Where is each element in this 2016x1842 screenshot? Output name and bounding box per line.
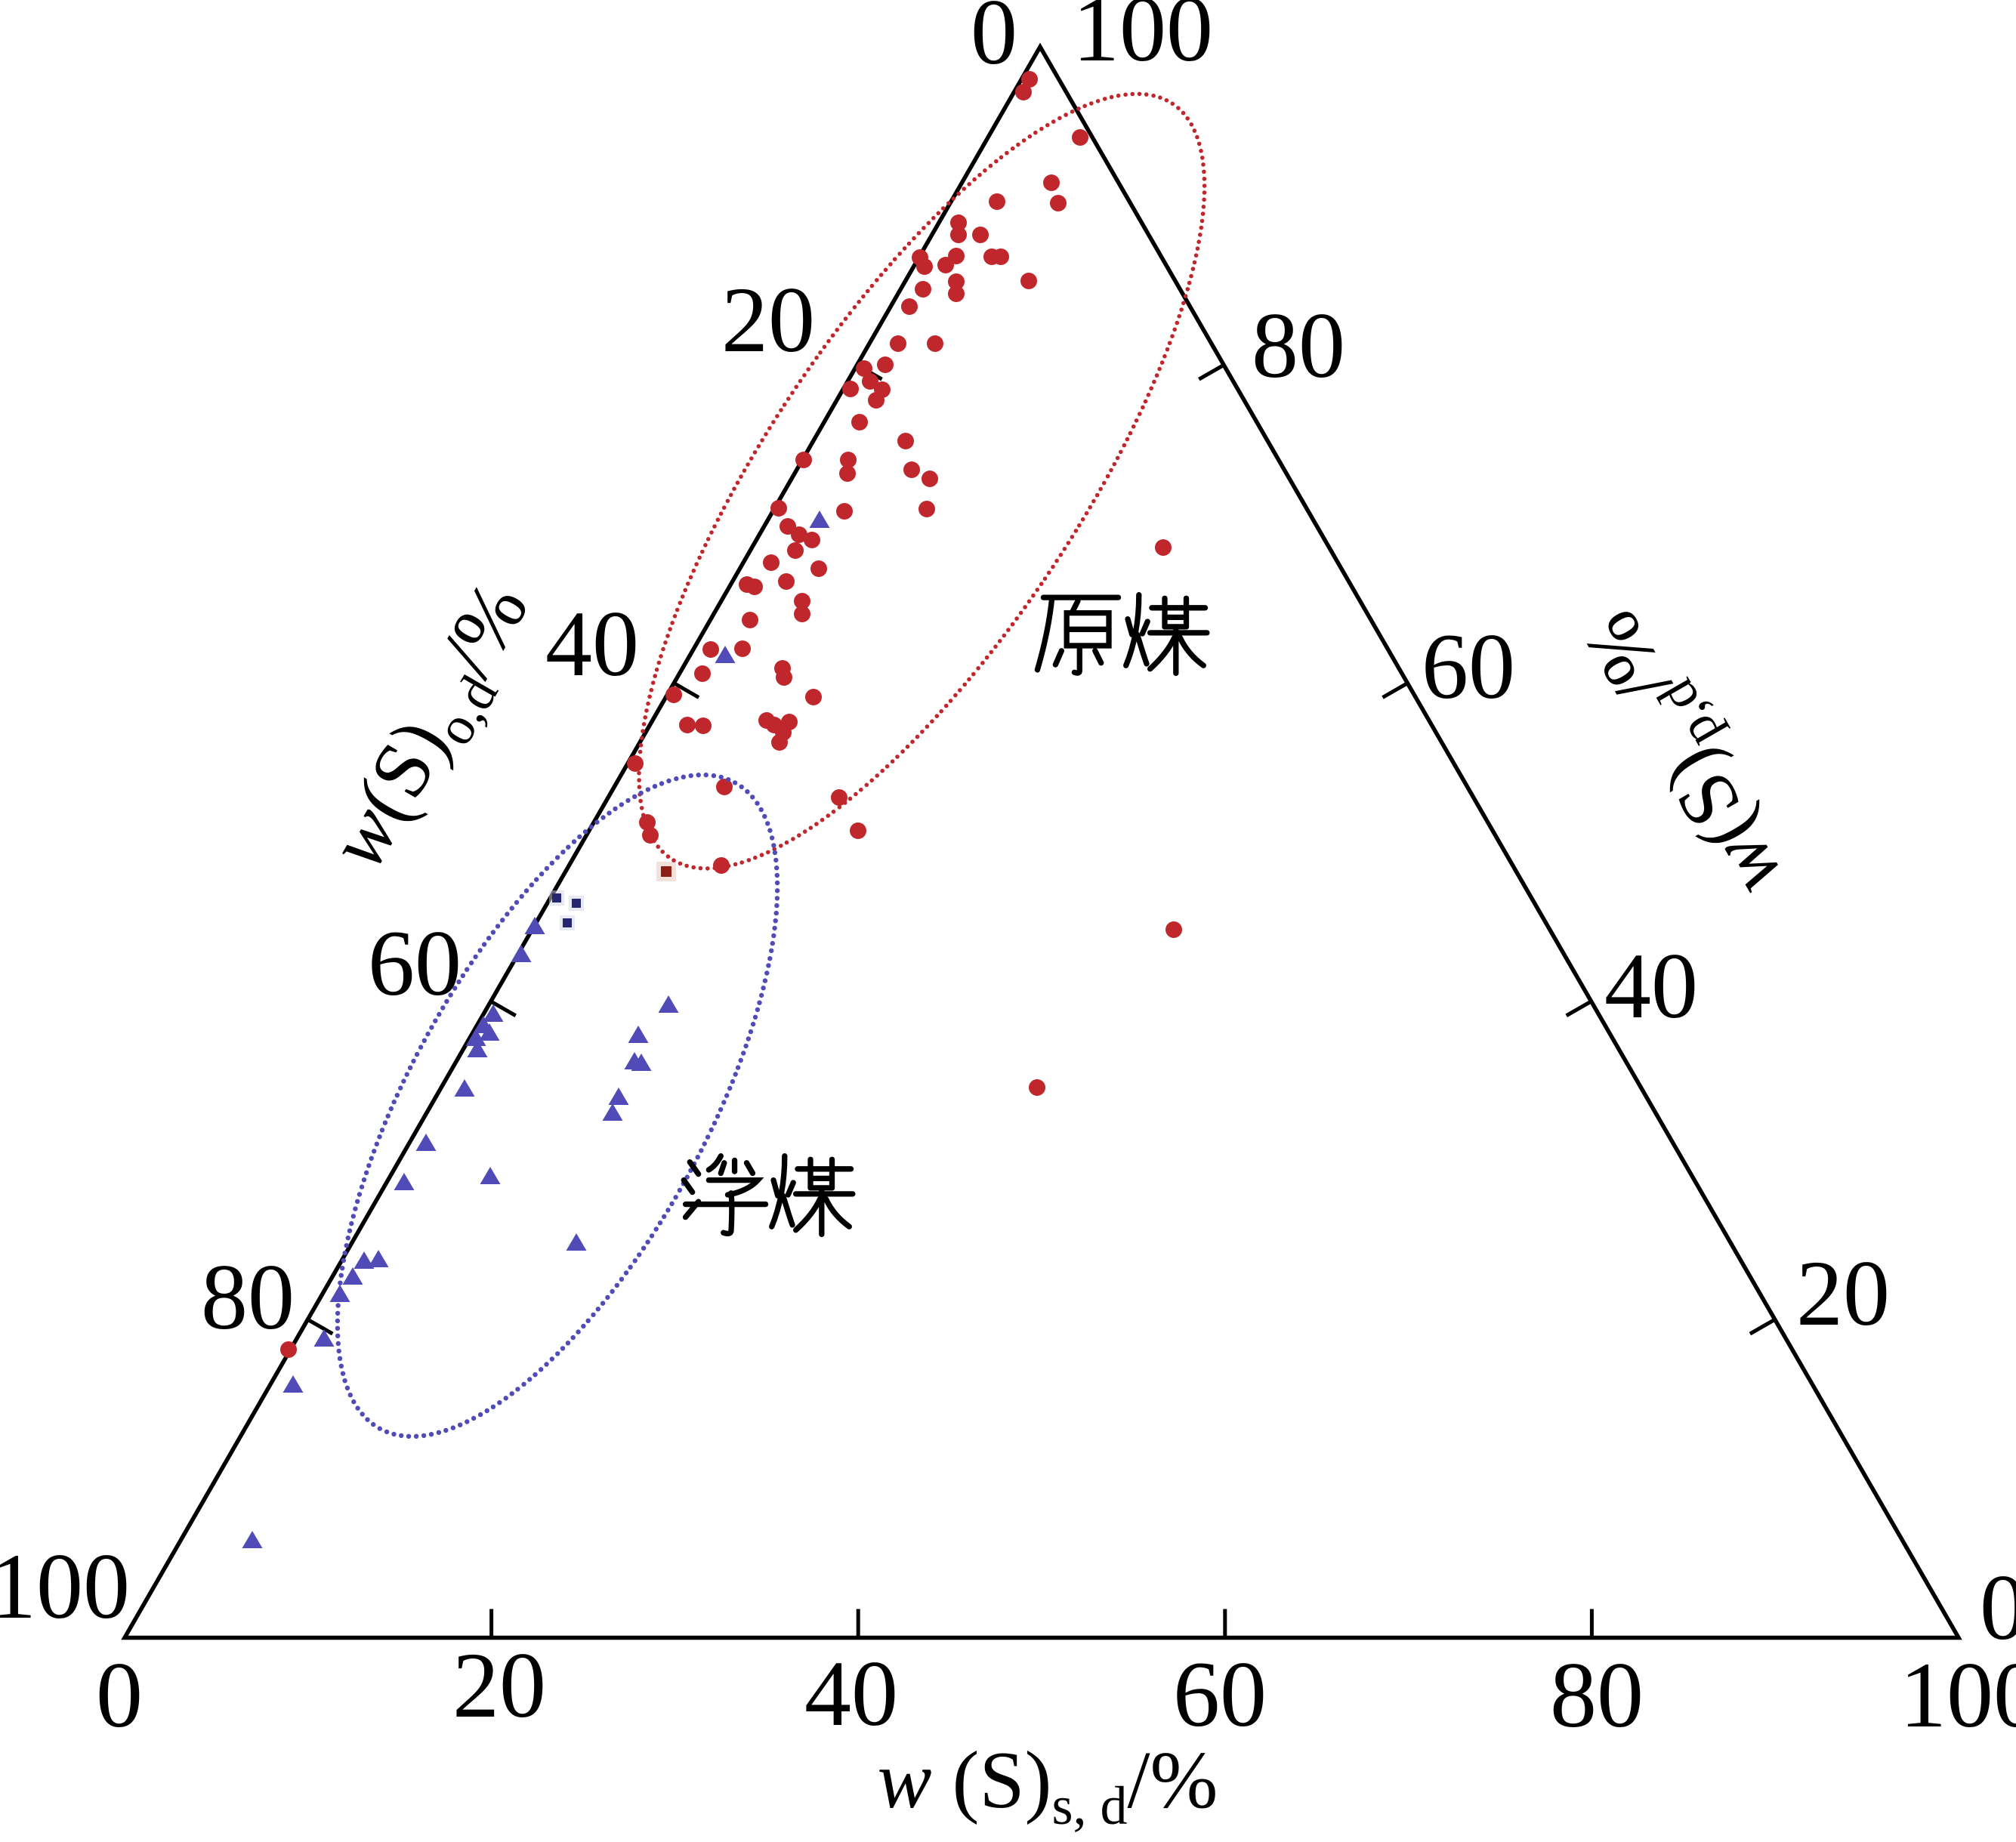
svg-text:40: 40 xyxy=(545,592,639,696)
svg-text:100: 100 xyxy=(0,1535,130,1638)
svg-text:0: 0 xyxy=(96,1643,143,1747)
svg-text:20: 20 xyxy=(452,1634,546,1737)
svg-text:80: 80 xyxy=(1550,1643,1644,1747)
svg-text:60: 60 xyxy=(1173,1643,1267,1746)
svg-text:w (S)s, d/%: w (S)s, d/% xyxy=(877,1736,1218,1836)
svg-text:0: 0 xyxy=(1980,1556,2016,1659)
svg-text:20: 20 xyxy=(721,268,815,372)
svg-text:0: 0 xyxy=(971,0,1017,84)
svg-text:20: 20 xyxy=(1796,1242,1890,1345)
svg-text:100: 100 xyxy=(1900,1643,2016,1747)
svg-text:40: 40 xyxy=(1604,934,1698,1038)
svg-text:60: 60 xyxy=(368,912,462,1015)
svg-text:100: 100 xyxy=(1073,0,1213,81)
svg-text:60: 60 xyxy=(1422,615,1515,718)
svg-text:80: 80 xyxy=(1252,294,1345,397)
svg-text:80: 80 xyxy=(201,1245,295,1349)
svg-text:40: 40 xyxy=(804,1642,898,1745)
